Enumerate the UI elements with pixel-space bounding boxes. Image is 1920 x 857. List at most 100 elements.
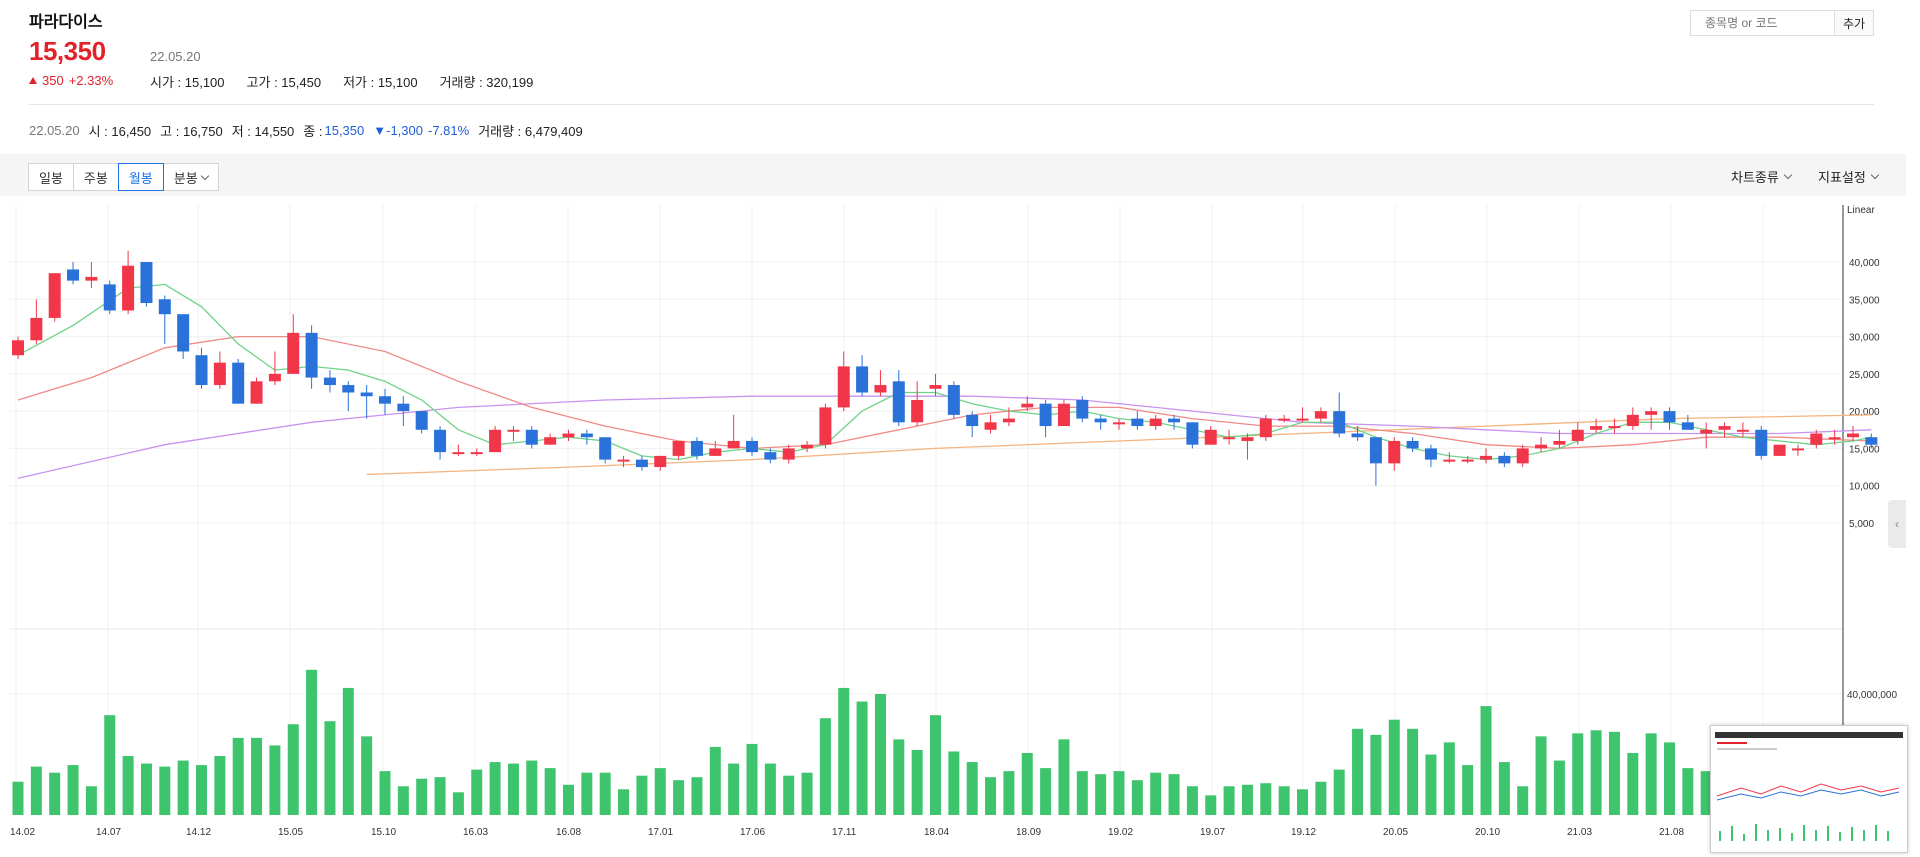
volume-bar (1645, 733, 1657, 815)
volume-bar (1131, 780, 1143, 815)
volume-bar (1535, 736, 1547, 815)
candle-body (1865, 437, 1878, 445)
candle-body (177, 314, 190, 352)
volume-bar (324, 721, 336, 815)
candle-body (1057, 403, 1070, 427)
volume-bar (1352, 728, 1364, 815)
candle-body (580, 433, 593, 438)
volume-bar (636, 775, 648, 815)
chart-type-menu[interactable]: 차트종류 (1731, 167, 1793, 186)
volume-bar (691, 777, 703, 815)
volume-bar (1168, 774, 1180, 815)
x-tick-label: 15.10 (371, 827, 396, 838)
candle-body (1718, 426, 1731, 430)
add-button[interactable]: 추가 (1834, 10, 1874, 36)
x-tick-label: 16.08 (556, 827, 581, 838)
volume-bar (985, 777, 997, 815)
candle-body (1333, 411, 1346, 434)
volume-bar (49, 772, 61, 815)
volume-bar (581, 772, 593, 815)
volume-bar (30, 766, 42, 815)
search-input[interactable] (1690, 10, 1834, 36)
volume-bar (856, 701, 868, 815)
volume-bar (67, 765, 79, 815)
chevron-down-icon (200, 171, 209, 180)
candle-body (1608, 426, 1621, 429)
candle-body (379, 396, 391, 404)
volume-bar (306, 669, 318, 815)
candle-body (984, 422, 997, 430)
volume-bar (1333, 769, 1345, 815)
volume-bar (783, 775, 795, 815)
candle-body (1388, 440, 1401, 464)
volume-bar (214, 756, 226, 815)
candle-body (1700, 429, 1713, 434)
x-tick-label: 19.02 (1108, 827, 1133, 838)
tab-daily[interactable]: 일봉 (28, 163, 74, 191)
candle-body (562, 433, 575, 438)
candle-body (1681, 422, 1694, 430)
candle-body (709, 448, 722, 456)
volume-bar (177, 760, 189, 815)
stock-chart[interactable]: Linear 40,000 35,000 30,000 25,000 20,000 15,0… (0, 205, 1906, 851)
volume-bar (1682, 768, 1694, 815)
candle-body (1002, 418, 1015, 423)
tab-monthly[interactable]: 월봉 (117, 163, 164, 191)
volume-bar (819, 718, 831, 815)
x-tick-label: 18.04 (924, 827, 949, 838)
volume-bar (1095, 774, 1107, 815)
candle-body (1755, 429, 1768, 456)
candle-body (1553, 440, 1566, 445)
price-tick-label: 5,000 (1849, 519, 1874, 530)
tab-minute[interactable]: 분봉 (162, 163, 219, 191)
volume-bar (507, 763, 519, 815)
chevron-left-icon: ‹ (1895, 517, 1899, 531)
x-tick-label: 19.07 (1200, 827, 1225, 838)
candle-body (1663, 411, 1676, 423)
candle-body (672, 440, 685, 456)
volume-bar (85, 786, 97, 815)
volume-bar (1664, 742, 1675, 815)
panel-toggle-handle[interactable]: ‹ (1888, 500, 1906, 548)
tab-minute-label: 분봉 (173, 170, 198, 186)
quote-stats: 시가 : 15,100 고가 : 15,450 저가 : 15,100 거래량 … (150, 72, 533, 91)
candle-body (966, 414, 979, 427)
candle-body (1406, 440, 1419, 449)
price-tick-label: 25,000 (1849, 370, 1880, 381)
candle-body (342, 385, 355, 393)
candle-info-bar: 22.05.20 시 : 16,450 고 : 16,750 저 : 14,55… (29, 121, 583, 140)
volume-bar (1590, 730, 1602, 815)
volume-bar (728, 763, 740, 815)
x-tick-label: 14.12 (186, 827, 211, 838)
x-tick-label: 17.06 (740, 827, 765, 838)
volume-bar (874, 694, 886, 815)
x-tick-label: 20.05 (1383, 827, 1408, 838)
quote-date: 22.05.20 (150, 49, 201, 64)
candle-body (1791, 448, 1804, 451)
volume-bar (838, 687, 850, 815)
candle-body (323, 377, 336, 386)
up-triangle-icon (29, 77, 37, 84)
change-percent: +2.33% (68, 73, 114, 88)
candle-body (1204, 429, 1217, 445)
volume-bar (764, 763, 776, 815)
volume-bar (1021, 752, 1033, 815)
candle-body (929, 385, 942, 389)
tab-weekly[interactable]: 주봉 (72, 163, 119, 191)
price-tick-label: 40,000 (1849, 258, 1880, 269)
volume-bar (452, 792, 464, 815)
candle-body (1094, 418, 1107, 423)
candle-body (452, 452, 465, 455)
candle-body (1736, 429, 1749, 432)
minimap-preview[interactable] (1710, 725, 1908, 853)
volume-bar (709, 746, 721, 815)
chevron-down-icon (1870, 170, 1880, 180)
chart-toolbar (0, 154, 1906, 196)
volume-bar (471, 769, 483, 815)
indicator-menu[interactable]: 지표설정 (1818, 167, 1880, 186)
volume-bar (893, 739, 905, 815)
volume-bar (122, 756, 134, 815)
candle-body (892, 381, 905, 423)
volume-bar (1113, 771, 1125, 815)
candle-body (617, 459, 630, 462)
